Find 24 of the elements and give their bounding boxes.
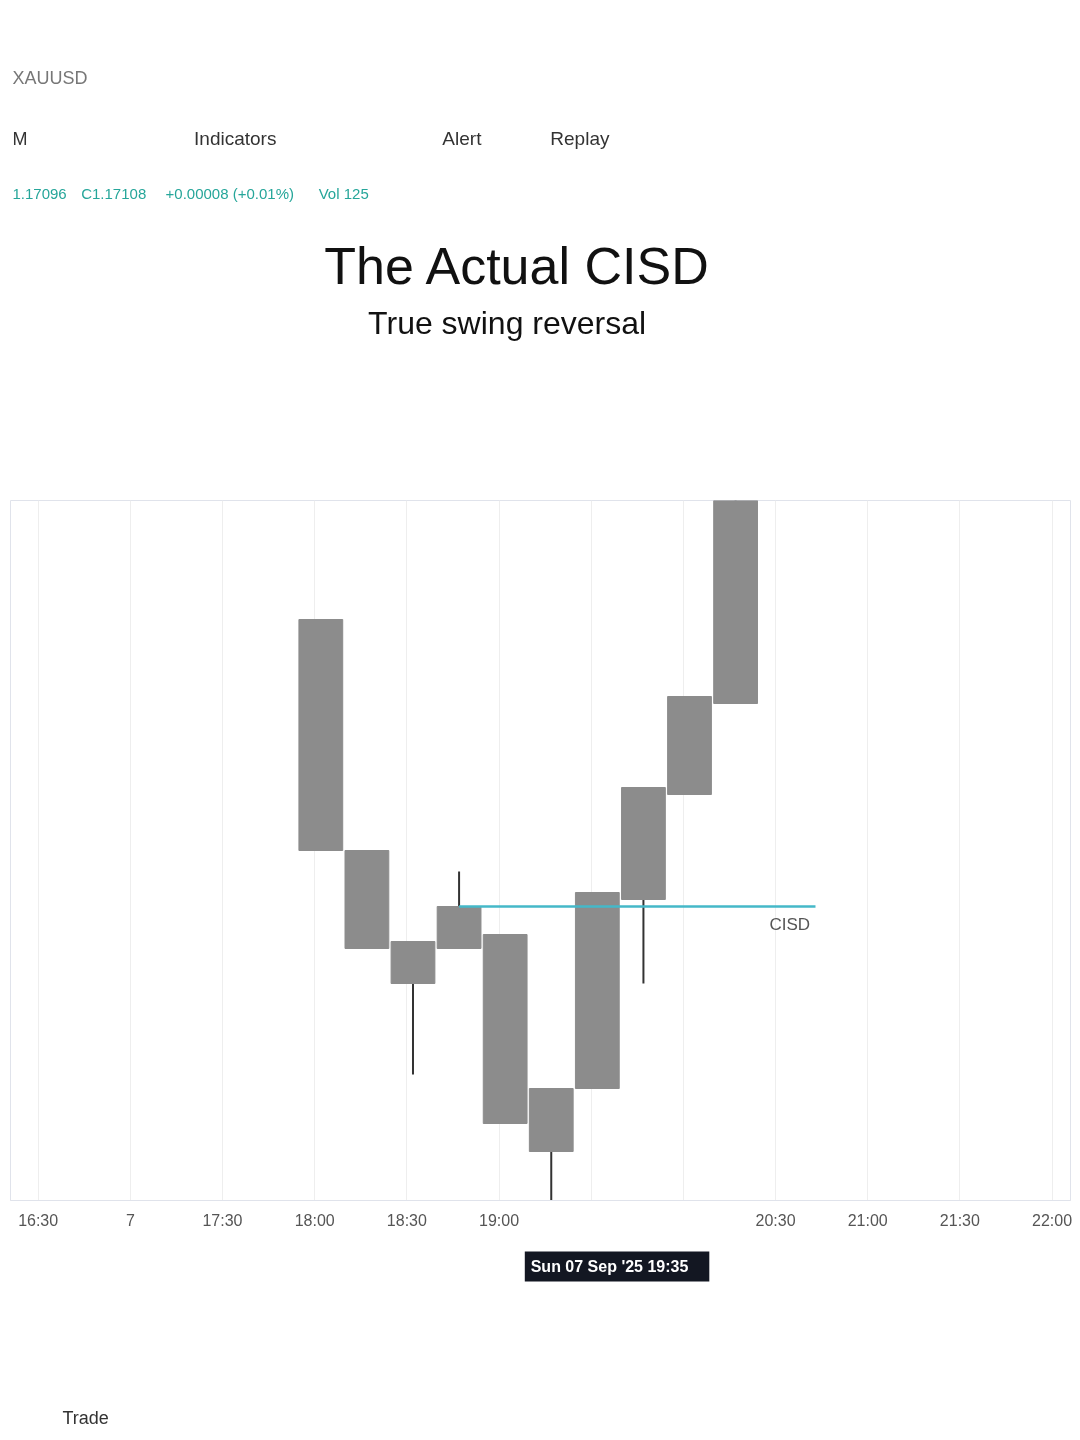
text: Vol 125 [318, 185, 369, 202]
text: Trade [62, 1407, 109, 1428]
chart-title: The Actual CISD [324, 236, 709, 295]
chart-subtitle: True swing reversal [368, 304, 647, 341]
text: Replay [550, 128, 610, 149]
x-tick-label: 18:00 [294, 1211, 335, 1229]
x-tick-label: 19:00 [479, 1211, 520, 1229]
text: Sun 07 Sep '25 19:35 [530, 1258, 689, 1275]
x-tick-label: 21:30 [939, 1211, 981, 1229]
text: Alert [442, 128, 483, 149]
text: M [12, 128, 28, 149]
x-tick-label: 18:30 [386, 1211, 427, 1229]
x-tick-label: 21:00 [847, 1211, 888, 1229]
series-label: CISD [769, 914, 811, 934]
text: C1.17108 [81, 185, 147, 202]
x-tick-label: 7 [125, 1211, 135, 1229]
text: XAUUSD [12, 67, 88, 88]
x-tick-label: 22:00 [1032, 1211, 1073, 1229]
x-tick-label: 20:30 [755, 1211, 796, 1229]
text: Indicators [194, 128, 277, 149]
x-tick-label: 16:30 [18, 1211, 59, 1229]
text: 1.17096 [12, 184, 67, 202]
text: +0.00008 (+0.01%) [165, 185, 295, 202]
x-tick-label: 17:30 [202, 1211, 243, 1229]
